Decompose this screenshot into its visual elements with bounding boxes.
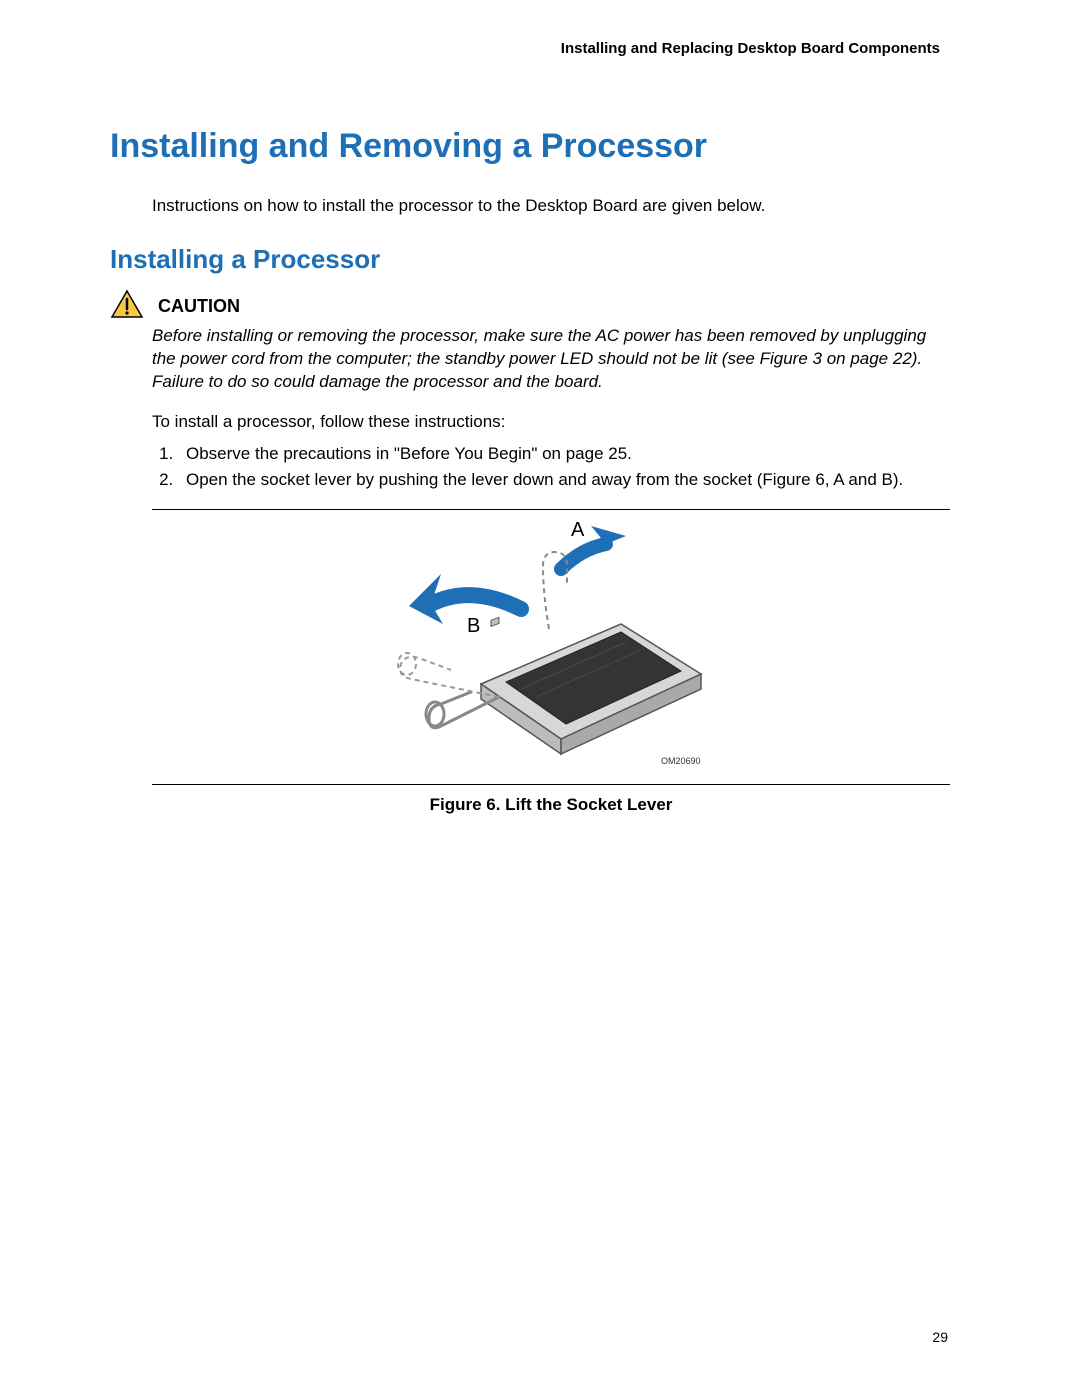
- running-head: Installing and Replacing Desktop Board C…: [110, 40, 950, 57]
- figure-label-b: B: [467, 615, 480, 637]
- figure-rule-bottom: [152, 784, 950, 785]
- arrow-a: [561, 544, 606, 569]
- step-item: Observe the precautions in "Before You B…: [178, 442, 950, 466]
- caution-header: CAUTION: [110, 289, 950, 319]
- document-page: Installing and Replacing Desktop Board C…: [0, 0, 1080, 815]
- socket-assembly: [398, 618, 701, 755]
- caution-icon: [110, 289, 144, 319]
- steps-list: Observe the precautions in "Before You B…: [178, 442, 950, 492]
- page-number: 29: [932, 1329, 948, 1345]
- caution-label: CAUTION: [158, 296, 240, 319]
- intro-paragraph: Instructions on how to install the proce…: [152, 196, 950, 216]
- caution-body: Before installing or removing the proces…: [152, 325, 950, 394]
- lead-paragraph: To install a processor, follow these ins…: [152, 412, 950, 432]
- figure-image: A B: [152, 510, 950, 776]
- figure-block: A B: [152, 510, 950, 815]
- figure-caption: Figure 6. Lift the Socket Lever: [152, 795, 950, 815]
- step-item: Open the socket lever by pushing the lev…: [178, 468, 950, 492]
- heading-2: Installing a Processor: [110, 244, 950, 275]
- arrow-b: [431, 596, 521, 610]
- heading-1: Installing and Removing a Processor: [110, 127, 950, 166]
- figure-ref-number: OM20690: [661, 756, 701, 766]
- figure-label-a: A: [571, 519, 585, 541]
